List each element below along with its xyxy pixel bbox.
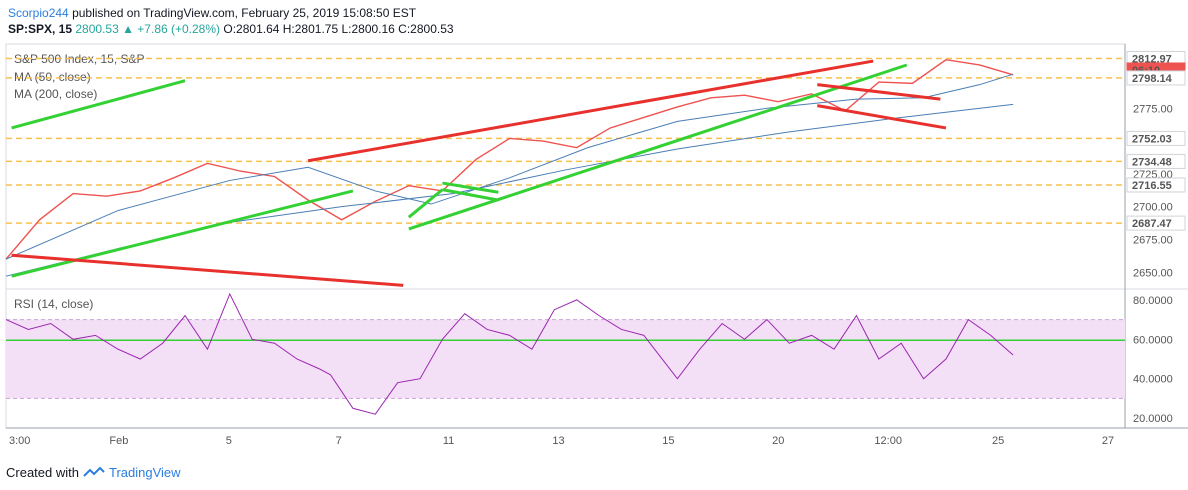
- rsi-band: [6, 319, 1125, 399]
- time-tick-label: 7: [336, 435, 342, 447]
- rsi-line: [5, 292, 1014, 415]
- price-tick-label: 2650.00: [1133, 267, 1173, 279]
- price-label-text: 2752.03: [1132, 133, 1172, 145]
- change-label: 2800.53 ▲ +7.86 (+0.28%): [75, 22, 221, 36]
- price-label-text: 2716.55: [1132, 180, 1172, 192]
- price-tick-label: 2675.00: [1133, 234, 1173, 246]
- rsi-tick-label: 60.0000: [1133, 334, 1173, 346]
- time-tick-label: 20: [772, 435, 784, 447]
- chart-area[interactable]: S&P 500 Index, 15, S&P MA (50, close) MA…: [0, 0, 1188, 465]
- trend-line-red: [817, 83, 941, 101]
- time-tick-label: 12:00: [874, 435, 902, 447]
- ohlc-label: O:2801.64 H:2801.75 L:2800.16 C:2800.53: [223, 22, 454, 36]
- trend-line-green: [408, 63, 908, 231]
- tradingview-brand[interactable]: TradingView: [108, 465, 181, 480]
- price-label-text: 2687.47: [1132, 218, 1172, 230]
- trend-line-red: [307, 59, 874, 163]
- trend-line-green: [442, 181, 499, 194]
- time-tick-label: Feb: [109, 435, 128, 447]
- symbol-label: SP:SPX, 15: [8, 22, 73, 36]
- quote-line: SP:SPX, 15 2800.53 ▲ +7.86 (+0.28%) O:28…: [8, 22, 454, 36]
- author-link[interactable]: Scorpio244: [8, 6, 69, 20]
- price-label-text: 2812.97: [1132, 53, 1172, 65]
- created-with-text: Created with: [6, 465, 79, 480]
- legend-ma200: MA (200, close): [14, 87, 97, 101]
- legend-ma50: MA (50, close): [14, 70, 91, 84]
- rsi-tick-label: 80.0000: [1133, 295, 1173, 307]
- trend-line-green: [442, 188, 499, 202]
- price-label-text: 2734.48: [1132, 156, 1172, 168]
- price-label-box: [1126, 215, 1186, 231]
- publish-line: Scorpio244 published on TradingView.com,…: [8, 6, 416, 20]
- time-tick-label: 3:00: [9, 435, 30, 447]
- price-tick-label: 2700.00: [1133, 202, 1173, 214]
- price-label-box: [1126, 153, 1186, 169]
- price-label-box: [1126, 130, 1186, 146]
- price-tick-label: 2775.00: [1133, 103, 1173, 115]
- price-label-box: [1126, 70, 1186, 86]
- time-tick-label: 15: [662, 435, 674, 447]
- price-label-box: [1126, 177, 1186, 193]
- time-tick-label: 27: [1102, 435, 1114, 447]
- legend-rsi: RSI (14, close): [14, 297, 93, 311]
- ma-50-line: [5, 73, 1014, 260]
- trend-line-green: [11, 189, 354, 278]
- tradingview-logo-icon: [83, 466, 105, 477]
- trend-line-red: [817, 104, 947, 130]
- rsi-tick-label: 20.0000: [1133, 413, 1173, 425]
- trend-line-green: [11, 79, 186, 130]
- trend-line-red: [11, 253, 404, 287]
- rsi-tick-label: 40.0000: [1133, 374, 1173, 386]
- footer: Created with TradingView: [6, 465, 181, 480]
- published-text: published on TradingView.com, February 2…: [72, 6, 417, 20]
- time-tick-label: 11: [443, 435, 454, 447]
- time-tick-label: 5: [226, 435, 232, 447]
- time-tick-label: 13: [552, 435, 564, 447]
- time-tick-label: 25: [992, 435, 1004, 447]
- trend-line-green: [407, 188, 444, 219]
- price-label-text: 2798.14: [1132, 73, 1173, 85]
- ma-200-line: [5, 103, 1014, 277]
